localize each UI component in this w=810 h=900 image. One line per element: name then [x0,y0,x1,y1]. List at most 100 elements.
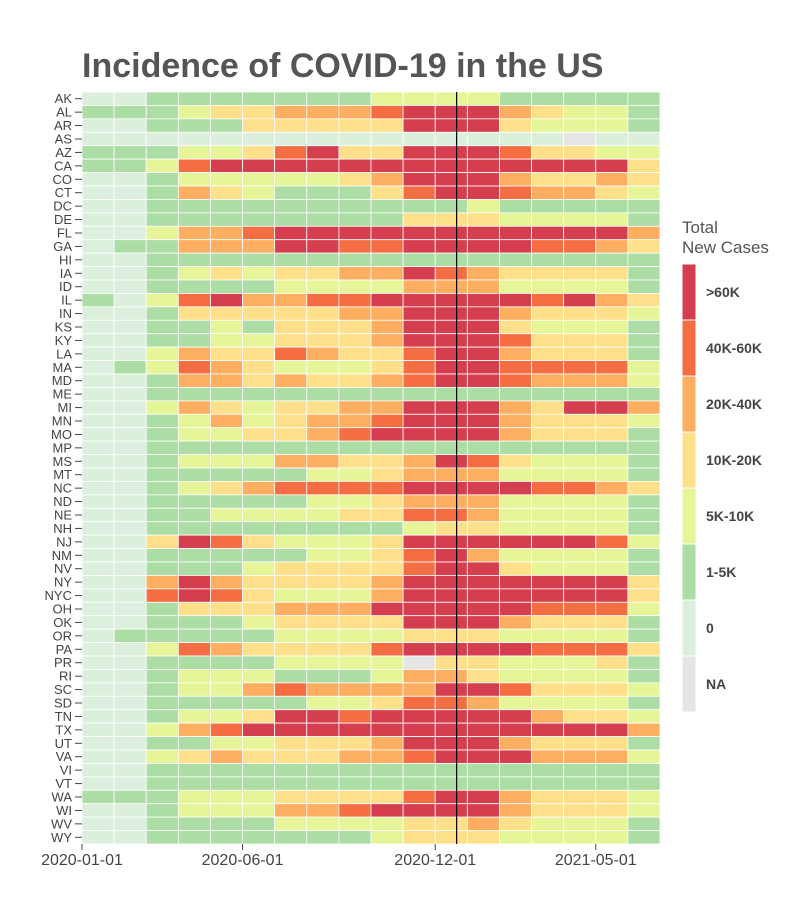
heatmap-cell [595,346,629,361]
heatmap-cell [177,521,211,536]
heatmap-cell [338,360,372,375]
heatmap-cell [370,199,404,214]
heatmap-cell [499,669,532,684]
heatmap-cell [145,467,179,482]
y-tick-label: RI [59,669,72,684]
heatmap-cell [113,400,147,415]
heatmap-cell [274,507,308,523]
y-tick-label: ME [53,387,73,402]
heatmap-cell [595,333,629,348]
heatmap-cell [338,548,372,563]
heatmap-cell [274,252,308,267]
heatmap-cell [274,172,308,187]
heatmap-cell [531,575,565,590]
heatmap-cell [531,373,565,388]
heatmap-cell [242,360,276,375]
heatmap-cell [499,601,532,617]
heatmap-cell [81,507,115,523]
heatmap-cell [274,118,308,133]
heatmap-cell [145,454,179,469]
heatmap-cell [242,172,276,187]
heatmap-cell [81,158,115,173]
heatmap-cell [81,225,115,241]
heatmap-cell [563,642,597,657]
heatmap-cell [306,722,340,737]
heatmap-cell [499,427,532,442]
heatmap-cell [113,185,147,200]
heatmap-cells [81,91,661,845]
x-tick-label: 2020-06-01 [202,852,284,869]
heatmap-cell [466,816,500,831]
heatmap-cell [531,266,565,281]
heatmap-cell [242,467,276,482]
heatmap-cell [242,293,276,308]
heatmap-cell [145,695,179,711]
heatmap-cell [370,105,404,120]
heatmap-cell [402,789,436,805]
heatmap-cell [338,628,372,643]
heatmap-cell [306,239,340,254]
heatmap-cell [113,239,147,254]
heatmap-cell [434,427,468,442]
heatmap-cell [338,507,372,523]
heatmap-cell [177,266,211,281]
heatmap-cell [242,185,276,200]
heatmap-cell [563,413,597,429]
y-tick-label: WI [56,803,72,818]
heatmap-cell [627,601,661,617]
heatmap-cell [274,816,308,831]
heatmap-cell [145,749,179,764]
heatmap-cell [627,266,661,281]
heatmap-cell [434,494,468,509]
heatmap-cell [563,239,597,254]
heatmap-cell [402,279,436,294]
heatmap-cell [113,145,147,160]
legend-title: New Cases [682,238,769,257]
heatmap-cell [306,655,340,670]
heatmap-cell [242,131,276,147]
heatmap-cell [563,709,597,724]
heatmap-cell [466,830,500,845]
y-tick-label: HI [59,252,72,267]
heatmap-cell [177,816,211,831]
heatmap-cell [145,575,179,590]
y-tick-label: MS [53,454,73,469]
heatmap-cell [434,521,468,536]
heatmap-cell [210,158,243,173]
heatmap-cell [370,655,404,670]
legend-swatch [681,431,697,489]
heatmap-cell [499,252,532,267]
heatmap-cell [595,575,629,590]
heatmap-cell [466,400,500,415]
y-tick-label: SC [54,682,72,697]
heatmap-cell [306,279,340,294]
heatmap-cell [563,695,597,711]
heatmap-cell [499,91,532,106]
heatmap-cell [466,534,500,549]
heatmap-cell [563,628,597,643]
heatmap-cell [595,319,629,335]
y-tick-label: NV [54,561,72,576]
heatmap-cell [466,239,500,254]
heatmap-cell [242,709,276,724]
heatmap-cell [113,803,147,818]
heatmap-cell [242,105,276,120]
heatmap-cell [370,185,404,200]
heatmap-cell [595,279,629,294]
heatmap-cell [595,185,629,200]
heatmap-cell [434,172,468,187]
heatmap-cell [242,736,276,751]
heatmap-cell [434,199,468,214]
heatmap-cell [177,601,211,617]
heatmap-cell [338,105,372,120]
heatmap-cell [338,373,372,388]
heatmap-cell [242,266,276,281]
heatmap-cell [531,695,565,711]
heatmap-cell [274,131,308,147]
heatmap-cell [145,494,179,509]
heatmap-cell [274,400,308,415]
heatmap-cell [402,252,436,267]
heatmap-cell [81,266,115,281]
heatmap-cell [113,252,147,267]
